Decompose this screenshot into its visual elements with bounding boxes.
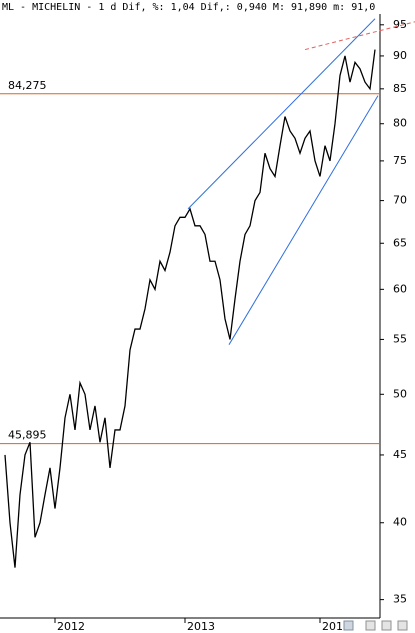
x-tick-label: 2012 [57, 620, 85, 633]
reference-label: 45,895 [8, 429, 47, 442]
y-tick-label: 60 [393, 282, 407, 295]
icon[interactable] [381, 620, 392, 631]
icon[interactable] [397, 620, 408, 631]
y-tick-label: 85 [393, 82, 407, 95]
y-tick-label: 40 [393, 516, 407, 529]
icon[interactable] [365, 620, 376, 631]
x-tick-label: 2013 [187, 620, 215, 633]
trendline [228, 95, 379, 345]
price-line [4, 49, 376, 568]
y-tick-label: 45 [393, 448, 407, 461]
x-tick-label: 201 [322, 620, 343, 633]
y-tick-label: 75 [393, 154, 407, 167]
trendline [187, 18, 376, 210]
y-tick-label: 35 [393, 593, 407, 606]
chart-title: ML - MICHELIN - 1 d Dif, %: 1,04 Dif,: 0… [2, 2, 375, 13]
y-tick-label: 90 [393, 49, 407, 62]
trendline [304, 21, 415, 51]
y-tick-label: 55 [393, 332, 407, 345]
y-tick-label: 95 [393, 18, 407, 31]
y-tick-label: 70 [393, 194, 407, 207]
y-tick-label: 65 [393, 236, 407, 249]
reference-label: 84,275 [8, 79, 47, 92]
toolbar-icons [343, 620, 408, 631]
y-tick-label: 80 [393, 117, 407, 130]
icon[interactable] [343, 620, 354, 631]
y-tick-label: 50 [393, 387, 407, 400]
